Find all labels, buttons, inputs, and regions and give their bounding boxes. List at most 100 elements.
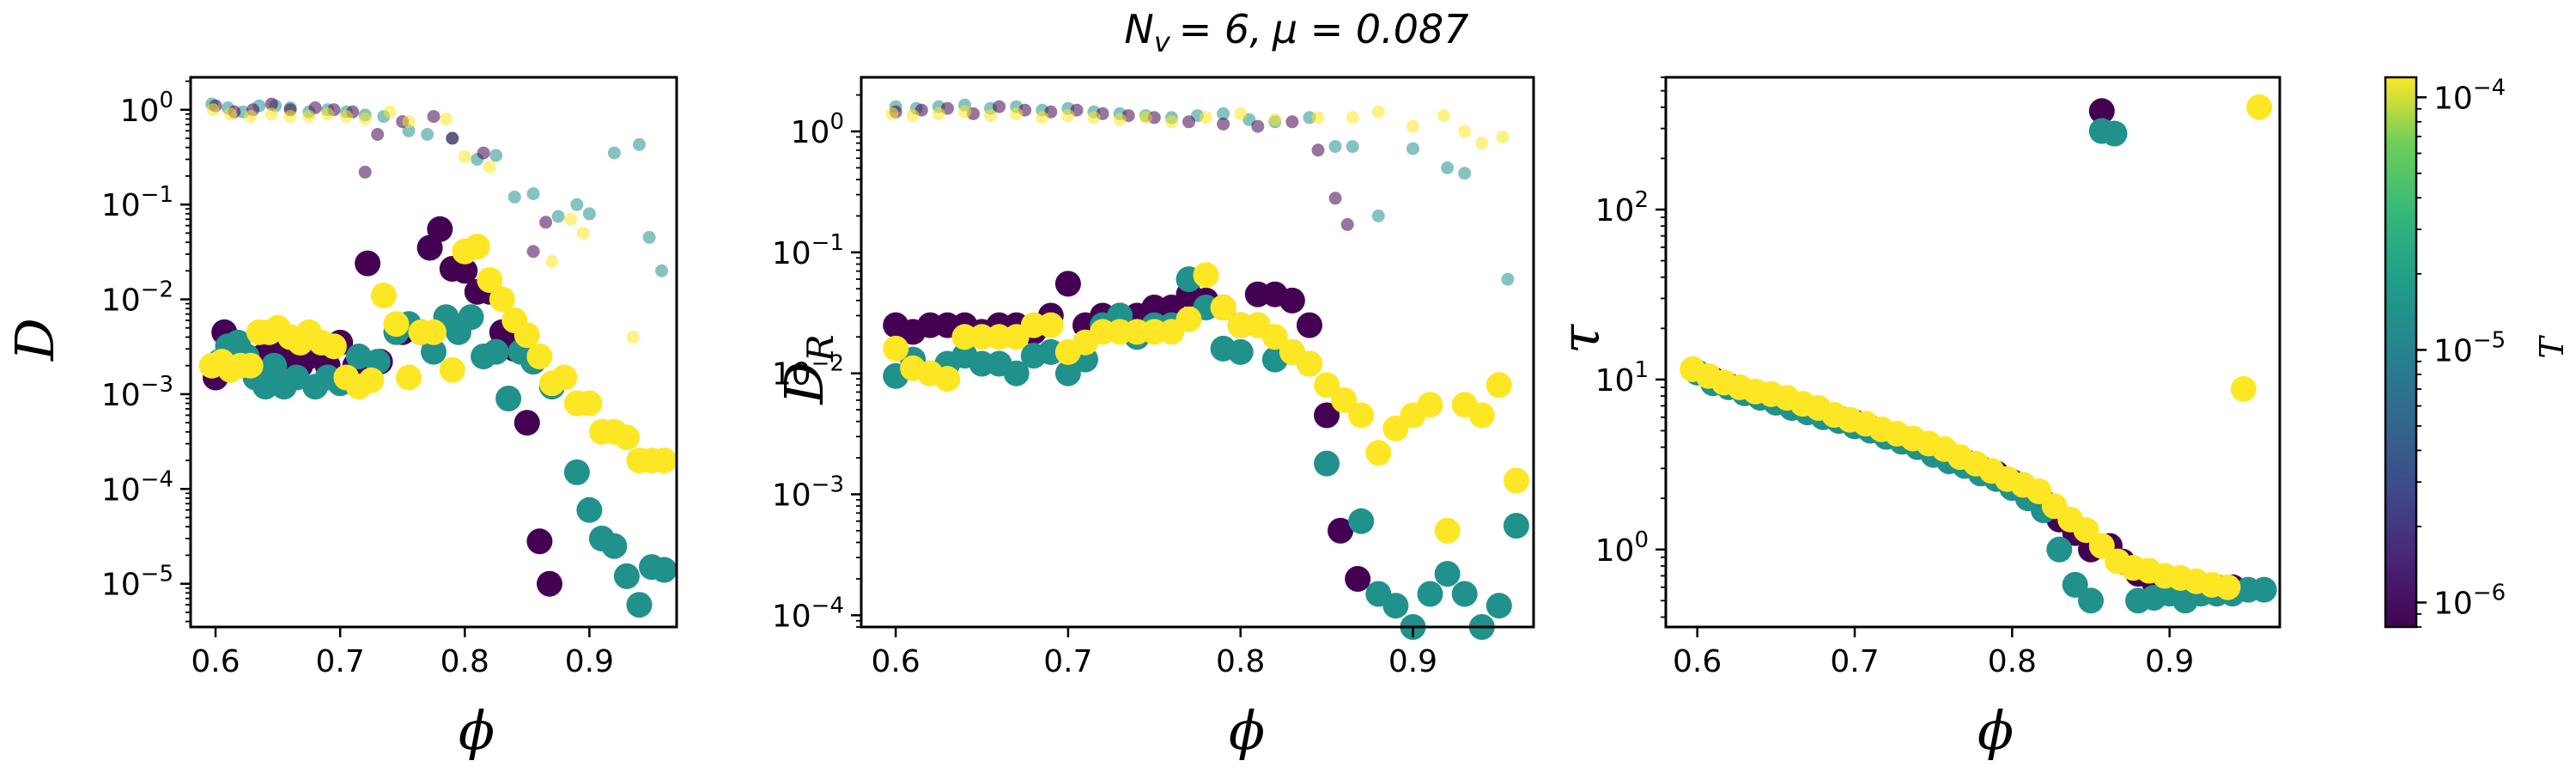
panel-d-point: [237, 352, 264, 379]
panel-d-point: [576, 226, 590, 240]
colorbar-tick-label: 10−5: [2433, 327, 2506, 368]
panel-dr-marks: [883, 98, 1529, 640]
colorbar-ticks: 10−6 10−5 10−4: [2416, 75, 2506, 628]
panel-d-point: [358, 367, 385, 393]
panel-dr-point: [1485, 593, 1512, 619]
panel-dr-ytick-label: 10−3: [772, 472, 844, 514]
panel-d-point: [464, 234, 490, 260]
panel-dr-point: [1164, 115, 1178, 129]
panel-d-point: [626, 592, 653, 618]
panel-tau-point: [2215, 574, 2241, 600]
panel-d-point: [513, 410, 540, 436]
panel-d-point: [563, 459, 590, 485]
panel-tau-ylabel: τ: [1549, 323, 1612, 354]
panel-dr-ticks: 0.6 0.7 0.8 0.9 100 10−1 10−2 10−3 10−4: [772, 94, 1437, 679]
panel-dr-point: [906, 109, 920, 123]
panel-tau-point: [2101, 120, 2128, 147]
panel-dr-point: [1217, 107, 1230, 120]
panel-d-point: [570, 198, 584, 211]
panel-d-point: [651, 447, 677, 474]
panel-dr-xlabel: ϕ: [1229, 699, 1265, 762]
panel-d-point: [513, 322, 540, 349]
panel-dr-point: [1217, 117, 1230, 131]
panel-d-point: [489, 286, 515, 313]
panel-dr-point: [1434, 561, 1461, 587]
panel-tau-xtick-label: 0.7: [1830, 644, 1879, 679]
panel-dr-point: [1468, 402, 1495, 429]
panel-dr-point: [885, 107, 899, 120]
panel-tau-point: [2073, 517, 2099, 544]
panel-dr-ytick-label: 10−1: [772, 230, 844, 271]
panel-dr-point: [1501, 272, 1515, 286]
panel-dr-point: [1340, 217, 1354, 231]
panel-dr-point: [1297, 350, 1322, 377]
panel-d-point: [421, 128, 434, 141]
panel-dr-point: [1061, 109, 1075, 123]
panel-dr-point: [1210, 295, 1236, 320]
panel-tau: 0.6 0.7 0.8 0.9 102 101 100 τ ϕ: [1549, 76, 2281, 762]
panel-d-point: [495, 386, 522, 411]
panel-dr-ytick-label: 10−4: [772, 593, 844, 634]
panel-d-point: [576, 390, 603, 417]
panel-dr-point: [1311, 143, 1325, 157]
panel-d-point: [458, 149, 471, 163]
colorbar: 10−6 10−5 10−4 T: [2384, 75, 2571, 629]
panel-d-point: [483, 338, 509, 365]
panel-dr-point: [1406, 142, 1419, 155]
panel-dr-point: [1328, 192, 1342, 205]
panel-dr-point: [1234, 107, 1248, 120]
panel-d-ytick-label: 10−5: [101, 562, 173, 603]
panel-d-point: [537, 570, 562, 597]
panel-dr-point: [1345, 566, 1371, 592]
panel-dr-point: [1441, 161, 1455, 174]
panel-dr-point: [1371, 209, 1385, 222]
panel-d-point: [576, 496, 603, 523]
panel-d-ytick-label: 10−3: [101, 372, 173, 413]
panel-d-point: [642, 230, 656, 244]
panel-d-marks: [198, 97, 677, 618]
panel-d-ytick-label: 10−1: [101, 182, 173, 223]
panel-dr-point: [1348, 508, 1375, 534]
panel-d-xlabel: ϕ: [459, 699, 495, 762]
panel-d-point: [264, 107, 278, 121]
panel-d-point: [427, 216, 453, 242]
panel-dr-point: [1297, 312, 1322, 338]
panel-d-frame: [189, 76, 678, 629]
panel-d-point: [358, 113, 372, 125]
colorbar-label: T: [2533, 335, 2571, 359]
panel-d-point: [402, 115, 416, 129]
panel-dr: 0.6 0.7 0.8 0.9 100 10−1 10−2 10−3 10−4 DR ϕ: [772, 76, 1535, 762]
panel-d: 0.6 0.7 0.8 0.9 100 10−1 10−2 10−3 10−4 10−5 D ϕ: [3, 76, 678, 762]
panel-dr-point: [934, 366, 961, 393]
panel-dr-ylabel: DR: [773, 334, 841, 405]
panel-dr-point: [1314, 450, 1340, 477]
panel-tau-ticks: 0.6 0.7 0.8 0.9 102 101 100: [1595, 76, 2194, 679]
panel-dr-point: [1311, 111, 1325, 125]
panel-d-point: [446, 131, 459, 145]
panel-tau-xtick-label: 0.6: [1673, 644, 1722, 679]
panel-dr-ytick-label: 10−2: [772, 351, 844, 393]
panel-dr-ytick-label: 100: [791, 109, 844, 150]
panel-dr-point: [1010, 107, 1024, 120]
panel-dr-point: [1496, 130, 1510, 143]
panel-d-point: [223, 107, 237, 121]
panel-dr-point: [958, 105, 971, 119]
panel-dr-point: [1314, 372, 1340, 399]
panel-d-point: [302, 110, 316, 124]
panel-d-point: [383, 311, 410, 338]
panel-dr-point: [984, 109, 998, 123]
panel-dr-xtick-label: 0.8: [1216, 644, 1265, 679]
panel-d-xtick-label: 0.7: [316, 644, 365, 679]
panel-d-point: [321, 107, 335, 121]
panel-dr-point: [1003, 360, 1030, 386]
panel-d-point: [402, 124, 416, 137]
panel-d-point: [421, 338, 447, 365]
panel-d-point: [339, 110, 353, 124]
panel-dr-point: [1458, 167, 1472, 180]
panel-dr-point: [1285, 115, 1299, 129]
panel-dr-point: [1037, 312, 1064, 338]
panel-d-point: [396, 364, 422, 391]
panel-dr-point: [1327, 517, 1354, 544]
panel-dr-point: [1054, 360, 1081, 386]
panel-tau-point: [2078, 587, 2104, 614]
